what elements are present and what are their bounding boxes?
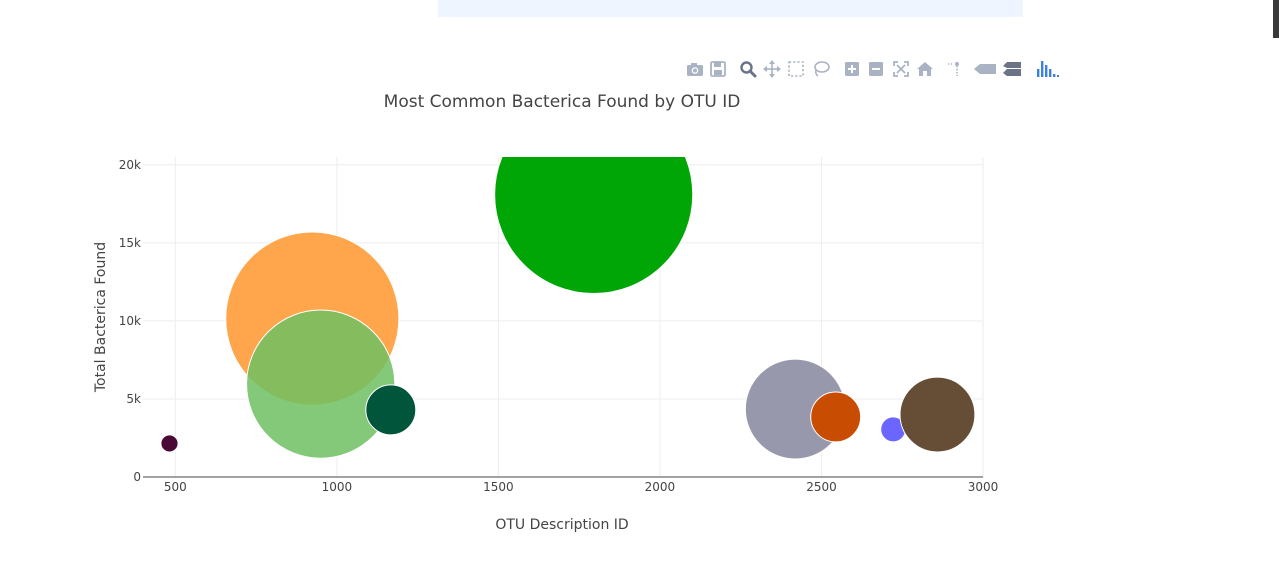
lasso-select-icon[interactable] (810, 58, 832, 80)
bubble-point[interactable] (246, 309, 396, 459)
top-banner-strip (438, 0, 1023, 17)
y-tick-label: 15k (119, 236, 141, 250)
bubbles[interactable] (160, 95, 976, 460)
plotly-logo-icon[interactable] (1034, 58, 1060, 80)
hover-closest-icon[interactable] (972, 58, 998, 80)
bubble-point[interactable] (810, 391, 862, 443)
x-axis-title: OTU Description ID (495, 517, 628, 533)
x-tick-label: 2500 (806, 480, 837, 494)
spike-lines-icon[interactable] (943, 58, 965, 80)
window-edge-bar (1273, 0, 1279, 38)
zoom-out-icon[interactable] (865, 58, 887, 80)
chart-title: Most Common Bacterica Found by OTU ID (384, 92, 741, 112)
autoscale-icon[interactable] (890, 58, 912, 80)
zoom-icon[interactable] (737, 58, 759, 80)
x-tick-label: 1500 (483, 480, 514, 494)
download-png-icon[interactable] (684, 58, 706, 80)
y-tick-label: 10k (119, 314, 141, 328)
bubble-point[interactable] (899, 376, 976, 453)
bubble-point[interactable] (365, 384, 417, 436)
box-select-icon[interactable] (785, 58, 807, 80)
save-icon[interactable] (707, 58, 729, 80)
bubble-point[interactable] (160, 434, 179, 453)
y-tick-label: 0 (133, 470, 141, 484)
x-tick-label: 2000 (645, 480, 676, 494)
y-axis-title: Total Bacterica Found (93, 242, 109, 393)
reset-axes-icon[interactable] (914, 58, 936, 80)
x-tick-label: 3000 (968, 480, 999, 494)
x-tick-label: 500 (164, 480, 187, 494)
x-tick-label: 1000 (322, 480, 353, 494)
bubble-point[interactable] (494, 95, 694, 294)
hover-compare-icon[interactable] (1001, 58, 1025, 80)
y-tick-label: 5k (126, 392, 141, 406)
tick-labels: 500 1000 1500 2000 2500 3000 0 5k 10k 15k 20k (119, 158, 998, 494)
zoom-in-icon[interactable] (841, 58, 863, 80)
y-tick-label: 20k (119, 158, 141, 172)
pan-icon[interactable] (761, 58, 783, 80)
